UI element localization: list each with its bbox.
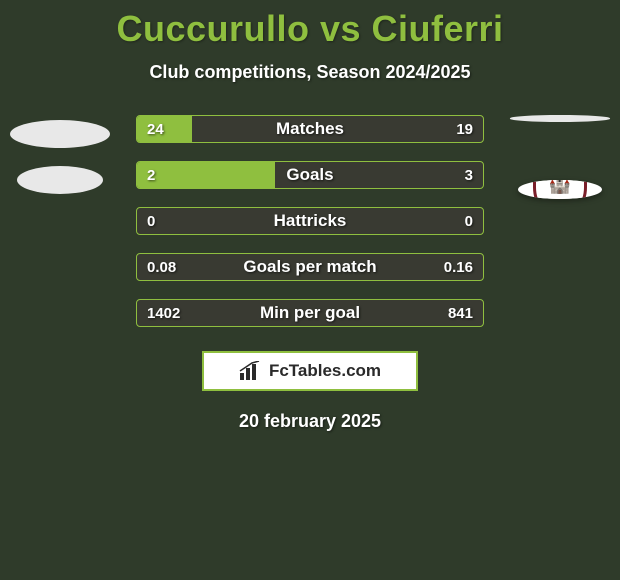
comparison-infographic: Cuccurullo vs Ciuferri Club competitions… bbox=[0, 0, 620, 580]
castle-icon: 🏰 bbox=[549, 180, 571, 196]
left-player-logos bbox=[10, 115, 110, 199]
brand-attribution: FcTables.com bbox=[202, 351, 418, 391]
club-badge-trapani: TRAPANI 🏰 bbox=[518, 180, 602, 200]
stats-area: TRAPANI 🏰 24Matches192Goals30Hattricks00… bbox=[0, 115, 620, 327]
stat-row: 2Goals3 bbox=[136, 161, 484, 189]
placeholder-ellipse bbox=[17, 166, 103, 194]
placeholder-ellipse bbox=[10, 120, 110, 148]
stat-value-right: 19 bbox=[446, 116, 483, 142]
stat-label: Min per goal bbox=[137, 300, 483, 326]
placeholder-ellipse bbox=[510, 115, 610, 122]
stat-label: Goals per match bbox=[137, 254, 483, 280]
date-text: 20 february 2025 bbox=[0, 411, 620, 432]
stat-row: 0Hattricks0 bbox=[136, 207, 484, 235]
brand-text: FcTables.com bbox=[269, 361, 381, 381]
stat-row: 0.08Goals per match0.16 bbox=[136, 253, 484, 281]
right-player-logos: TRAPANI 🏰 bbox=[510, 115, 610, 199]
stat-value-right: 841 bbox=[438, 300, 483, 326]
stat-rows: 24Matches19 2Goals3 0Hattricks0 0.08Goals p… bbox=[136, 115, 484, 327]
stat-value-right: 0 bbox=[455, 208, 483, 234]
stat-label: Matches bbox=[137, 116, 483, 142]
stat-label: Goals bbox=[137, 162, 483, 188]
stat-value-right: 3 bbox=[455, 162, 483, 188]
shield-icon: TRAPANI 🏰 bbox=[533, 180, 587, 200]
page-subtitle: Club competitions, Season 2024/2025 bbox=[0, 62, 620, 83]
stat-row: 24Matches19 bbox=[136, 115, 484, 143]
stat-value-right: 0.16 bbox=[434, 254, 483, 280]
page-title: Cuccurullo vs Ciuferri bbox=[0, 0, 620, 50]
stat-row: 1402Min per goal841 bbox=[136, 299, 484, 327]
bar-chart-icon bbox=[239, 361, 263, 381]
stat-label: Hattricks bbox=[137, 208, 483, 234]
